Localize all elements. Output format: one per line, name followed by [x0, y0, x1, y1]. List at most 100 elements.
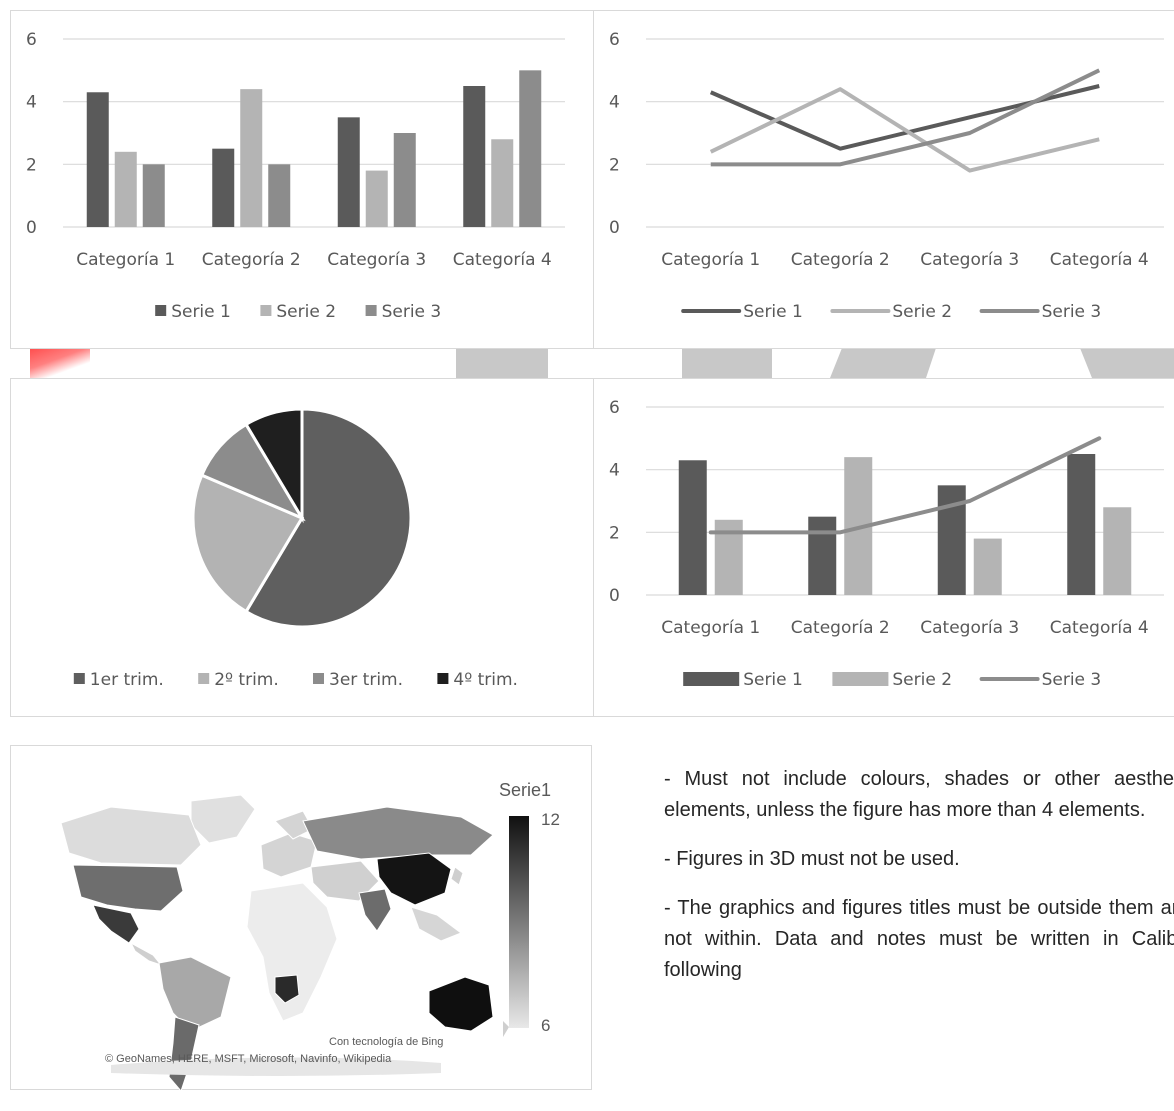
x-tick-label: Categoría 3: [327, 250, 426, 270]
bar-serie-1: [1067, 454, 1096, 595]
decorative-red-shape: [30, 348, 90, 378]
southeast-asia-shape: [410, 906, 463, 942]
line-serie-3: [710, 68, 1101, 167]
x-tick-label: Categoría 1: [661, 618, 760, 638]
bar-serie-3: [268, 164, 291, 227]
x-tick-label: Categoría 3: [920, 250, 1019, 270]
europe-shape: [260, 832, 318, 878]
legend-label: Serie 3: [1042, 670, 1102, 690]
y-tick-label: 0: [609, 218, 620, 238]
y-tick-label: 0: [609, 586, 620, 606]
legend-swatch: [260, 305, 272, 316]
australia-shape: [428, 976, 494, 1032]
legend-swatch: [683, 672, 740, 686]
pie-chart-panel: 1er trim. 2º trim. 3er trim. 4º trim.: [10, 378, 594, 717]
combo-chart-panel: 0 2 4 6 Categoría 1 Categoría 2 Categoría 3 Cat…: [593, 378, 1174, 717]
bar-serie-3: [519, 70, 542, 227]
guidelines-text: - Must not include colours, shades or ot…: [664, 764, 1174, 1004]
x-tick-label: Categoría 3: [920, 618, 1019, 638]
combo-chart: 0 2 4 6 Categoría 1 Categoría 2 Categoría 3 Cat…: [609, 398, 1164, 690]
usa-shape: [72, 864, 184, 912]
x-tick-label: Categoría 2: [791, 250, 890, 270]
y-tick-label: 0: [26, 218, 37, 238]
pie-slice: [244, 407, 304, 524]
bar-serie-2: [1103, 507, 1132, 595]
bar-serie-2: [491, 139, 514, 227]
bar-serie-2: [240, 89, 263, 227]
y-tick-label: 2: [26, 155, 37, 175]
legend-label: 2º trim.: [214, 670, 279, 690]
x-tick-label: Categoría 4: [1050, 250, 1149, 270]
legend-label: 1er trim.: [90, 670, 164, 690]
y-tick-label: 2: [609, 155, 620, 175]
guideline-paragraph-1: - Must not include colours, shades or ot…: [664, 768, 1174, 821]
legend-swatch: [198, 673, 210, 684]
map-sources-credit: © GeoNames, HERE, MSFT, Microsoft, Navin…: [105, 1053, 392, 1065]
india-shape: [358, 888, 392, 932]
legend-label: Serie 1: [171, 302, 231, 322]
russia-shape: [302, 806, 494, 860]
new-zealand-shape: [503, 1021, 509, 1037]
pie-slice: [244, 407, 413, 629]
x-tick-label: Categoría 4: [453, 250, 552, 270]
bar-serie-1: [808, 516, 837, 595]
y-tick-label: 6: [609, 30, 620, 50]
bar-serie-1: [463, 86, 486, 227]
legend-label: Serie 3: [382, 302, 442, 322]
southern-africa-shape: [274, 974, 300, 1004]
bar-chart-panel: 0 2 4 6 Categoría 1 Categoría 2 Categoría 3 Cat…: [10, 10, 594, 349]
x-tick-label: Categoría 1: [76, 250, 175, 270]
mexico-shape: [92, 904, 140, 944]
pie-chart: 1er trim. 2º trim. 3er trim. 4º trim.: [73, 407, 518, 690]
line-chart-panel: 0 2 4 6 Categoría 1 Categoría 2 Categoría 3 Cat…: [593, 10, 1174, 349]
map-legend-gradient: [509, 816, 529, 1028]
legend-label: Serie 2: [276, 302, 336, 322]
map-legend-min: 6: [541, 1016, 551, 1035]
bar-serie-3: [393, 133, 416, 227]
map-legend-max: 12: [541, 810, 560, 829]
central-asia-shape: [310, 860, 380, 902]
line-serie-2: [709, 87, 1100, 173]
pie-slice: [191, 473, 305, 614]
legend-swatch: [832, 672, 889, 686]
bar-serie-3: [142, 164, 165, 227]
bar-serie-2: [114, 151, 137, 227]
bar-serie-1: [337, 117, 360, 227]
legend-label: Serie 1: [743, 302, 803, 322]
legend-label: Serie 3: [1042, 302, 1102, 322]
africa-shape: [246, 882, 338, 1022]
legend-label: Serie 2: [892, 670, 952, 690]
bar-serie-2: [973, 538, 1002, 595]
decorative-gray-block-1: [456, 348, 548, 378]
bar-chart: 0 2 4 6 Categoría 1 Categoría 2 Categoría 3 Cat…: [26, 30, 565, 322]
decorative-gray-parallelogram: [830, 348, 936, 378]
antarctica-shape: [111, 1057, 441, 1076]
bing-credit: Con tecnología de Bing: [329, 1036, 444, 1048]
legend-label: 3er trim.: [329, 670, 403, 690]
legend-swatch: [365, 305, 377, 316]
legend-label: Serie 2: [892, 302, 952, 322]
bar-serie-1: [678, 460, 707, 595]
y-tick-label: 4: [609, 461, 620, 481]
y-tick-label: 6: [26, 30, 37, 50]
bar-serie-1: [212, 148, 235, 227]
bar-serie-1: [86, 92, 109, 228]
central-america-shape: [129, 941, 163, 967]
legend-swatch: [73, 673, 85, 684]
south-america-north-shape: [158, 956, 232, 1032]
y-tick-label: 2: [609, 523, 620, 543]
y-tick-label: 4: [26, 93, 37, 113]
map-chart-panel: Serie1 12 6 Con tecnología de Bing © Geo…: [10, 745, 592, 1092]
x-tick-label: Categoría 4: [1050, 618, 1149, 638]
guideline-paragraph-2: - Figures in 3D must not be used.: [664, 848, 960, 870]
bar-serie-2: [365, 170, 388, 227]
guideline-paragraph-3: - The graphics and figures titles must b…: [664, 897, 1174, 981]
legend-label: 4º trim.: [453, 670, 518, 690]
decorative-gray-trapezoid: [1080, 348, 1174, 378]
x-tick-label: Categoría 1: [661, 250, 760, 270]
legend-swatch: [155, 305, 167, 316]
y-tick-label: 4: [609, 93, 620, 113]
line-serie-1: [709, 84, 1100, 151]
china-shape: [376, 852, 452, 906]
legend-swatch: [437, 673, 449, 684]
